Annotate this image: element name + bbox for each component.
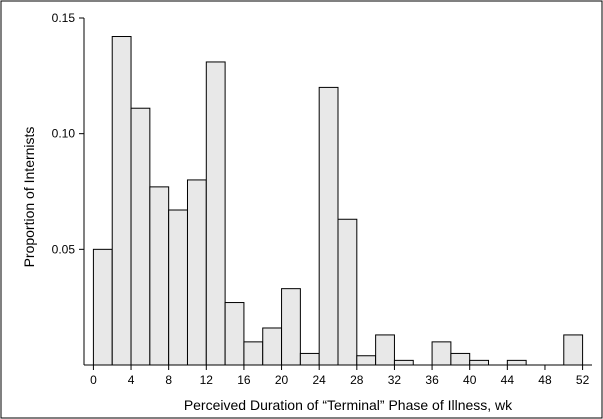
- y-tick-label-0.10: 0.10: [52, 127, 76, 141]
- x-tick-label-16: 16: [237, 373, 251, 387]
- histogram-bar-30-32: [375, 334, 395, 366]
- x-tick-label-0: 0: [90, 373, 97, 387]
- histogram-bar-2-4: [111, 36, 132, 366]
- histogram-bar-16-18: [243, 341, 264, 366]
- histogram-bar-50-52: [563, 334, 584, 366]
- x-tick-label-36: 36: [425, 373, 439, 387]
- histogram-bar-6-8: [149, 186, 170, 366]
- histogram-bar-38-40: [450, 352, 471, 366]
- histogram-bar-32-34: [393, 359, 414, 366]
- y-tick-label-0.15: 0.15: [52, 11, 76, 25]
- histogram-bar-10-12: [186, 179, 207, 366]
- histogram-bar-36-38: [431, 341, 452, 366]
- x-tick-label-12: 12: [200, 373, 214, 387]
- histogram-bar-4-6: [130, 107, 151, 366]
- x-tick-label-48: 48: [538, 373, 552, 387]
- x-tick-label-28: 28: [350, 373, 364, 387]
- histogram-bar-14-16: [224, 302, 245, 366]
- histogram-bar-20-22: [281, 288, 301, 366]
- x-tick-label-4: 4: [128, 373, 135, 387]
- x-tick-label-20: 20: [275, 373, 289, 387]
- x-tick-label-8: 8: [165, 373, 172, 387]
- x-tick-label-32: 32: [388, 373, 402, 387]
- histogram-bar-26-28: [337, 218, 358, 366]
- histogram-bar-0-2: [92, 248, 113, 366]
- x-tick-label-24: 24: [313, 373, 327, 387]
- histogram-bar-18-20: [262, 327, 283, 366]
- bars-layer: [92, 36, 584, 366]
- y-axis-title: Proportion of Internists: [21, 127, 37, 268]
- x-tick-label-40: 40: [463, 373, 477, 387]
- histogram-bar-40-42: [469, 359, 490, 366]
- axes-layer: 0 4 8 12 16 20 24 28 32 36 40 44 48 520.050.100.15: [52, 11, 592, 387]
- x-axis-title: Perceived Duration of “Terminal” Phase o…: [184, 397, 513, 413]
- y-tick-label-0.05: 0.05: [52, 242, 76, 256]
- histogram-bar-22-24: [299, 352, 320, 366]
- x-tick-label-52: 52: [576, 373, 590, 387]
- histogram-bar-28-30: [356, 355, 377, 366]
- histogram-bar-24-26: [318, 86, 339, 366]
- histogram-bar-12-14: [205, 61, 226, 366]
- histogram-bar-8-10: [168, 209, 188, 366]
- x-tick-label-44: 44: [501, 373, 515, 387]
- histogram-bar-44-46: [506, 359, 527, 366]
